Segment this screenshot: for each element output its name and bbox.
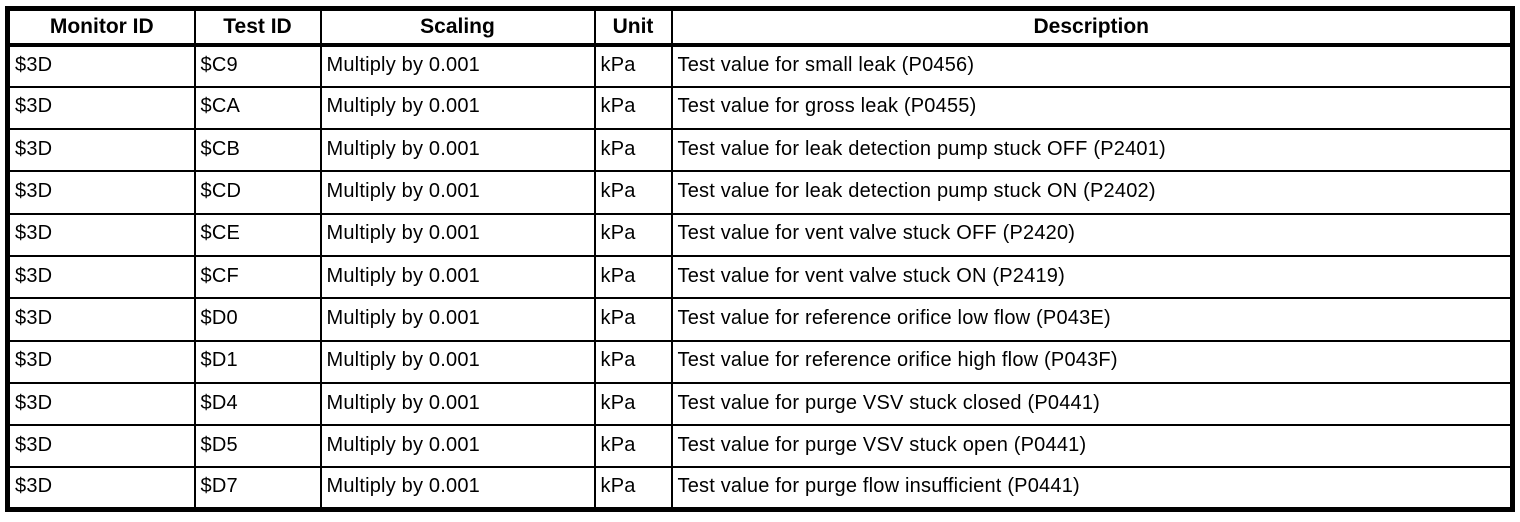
cell-unit: kPa bbox=[593, 339, 673, 384]
cell-monitor-id: $3D bbox=[6, 339, 196, 384]
cell-test-id: $D1 bbox=[193, 339, 322, 384]
cell-scaling: Multiply by 0.001 bbox=[319, 43, 596, 88]
table-row: $3D $D0 Multiply by 0.001 kPa Test value for… bbox=[6, 297, 1514, 342]
cell-unit: kPa bbox=[593, 43, 673, 88]
cell-scaling: Multiply by 0.001 bbox=[319, 254, 596, 300]
table-body: $3D $C9 Multiply by 0.001 kPa Test value for… bbox=[6, 43, 1514, 511]
cell-monitor-id: $3D bbox=[6, 381, 196, 427]
cell-unit: kPa bbox=[593, 466, 673, 511]
cell-description: Test value for purge flow insufficient (… bbox=[670, 466, 1514, 511]
cell-monitor-id: $3D bbox=[6, 85, 196, 131]
cell-description: Test value for leak detection pump stuck… bbox=[670, 170, 1514, 215]
cell-scaling: Multiply by 0.001 bbox=[319, 424, 596, 469]
cell-scaling: Multiply by 0.001 bbox=[319, 466, 596, 511]
table-row: $3D $CA Multiply by 0.001 kPa Test value for… bbox=[6, 85, 1514, 131]
col-header-test-id: Test ID bbox=[193, 7, 322, 47]
cell-description: Test value for gross leak (P0455) bbox=[670, 85, 1514, 131]
table-row: $3D $D7 Multiply by 0.001 kPa Test value for… bbox=[6, 466, 1514, 511]
col-header-description: Description bbox=[670, 7, 1514, 47]
cell-scaling: Multiply by 0.001 bbox=[319, 297, 596, 342]
cell-test-id: $D4 bbox=[193, 381, 322, 427]
cell-unit: kPa bbox=[593, 170, 673, 215]
cell-test-id: $C9 bbox=[193, 43, 322, 88]
cell-monitor-id: $3D bbox=[6, 466, 196, 511]
cell-test-id: $D5 bbox=[193, 424, 322, 469]
cell-test-id: $CD bbox=[193, 170, 322, 215]
cell-description: Test value for vent valve stuck ON (P241… bbox=[670, 254, 1514, 300]
table-row: $3D $CB Multiply by 0.001 kPa Test value for… bbox=[6, 128, 1514, 173]
cell-description: Test value for reference orifice low flo… bbox=[670, 297, 1514, 342]
cell-test-id: $D7 bbox=[193, 466, 322, 511]
cell-monitor-id: $3D bbox=[6, 43, 196, 88]
header-row: Monitor ID Test ID Scaling Unit Descript… bbox=[6, 7, 1514, 47]
table-row: $3D $D1 Multiply by 0.001 kPa Test value for… bbox=[6, 339, 1514, 384]
table-row: $3D $C9 Multiply by 0.001 kPa Test value for… bbox=[6, 43, 1514, 88]
cell-unit: kPa bbox=[593, 85, 673, 131]
col-header-unit: Unit bbox=[593, 7, 673, 47]
table-row: $3D $D5 Multiply by 0.001 kPa Test value for… bbox=[6, 424, 1514, 469]
table-row: $3D $CF Multiply by 0.001 kPa Test value for… bbox=[6, 254, 1514, 300]
cell-scaling: Multiply by 0.001 bbox=[319, 212, 596, 257]
cell-unit: kPa bbox=[593, 254, 673, 300]
monitor-test-id-table: Monitor ID Test ID Scaling Unit Descript… bbox=[5, 6, 1515, 513]
cell-description: Test value for reference orifice high fl… bbox=[670, 339, 1514, 384]
cell-description: Test value for small leak (P0456) bbox=[670, 43, 1514, 88]
cell-scaling: Multiply by 0.001 bbox=[319, 170, 596, 215]
cell-monitor-id: $3D bbox=[6, 424, 196, 469]
col-header-monitor-id: Monitor ID bbox=[6, 7, 196, 47]
cell-description: Test value for purge VSV stuck closed (P… bbox=[670, 381, 1514, 427]
cell-test-id: $D0 bbox=[193, 297, 322, 342]
cell-test-id: $CE bbox=[193, 212, 322, 257]
cell-scaling: Multiply by 0.001 bbox=[319, 339, 596, 384]
cell-scaling: Multiply by 0.001 bbox=[319, 85, 596, 131]
cell-unit: kPa bbox=[593, 381, 673, 427]
table-row: $3D $CE Multiply by 0.001 kPa Test value for… bbox=[6, 212, 1514, 257]
cell-scaling: Multiply by 0.001 bbox=[319, 128, 596, 173]
cell-description: Test value for leak detection pump stuck… bbox=[670, 128, 1514, 173]
cell-monitor-id: $3D bbox=[6, 254, 196, 300]
cell-description: Test value for purge VSV stuck open (P04… bbox=[670, 424, 1514, 469]
cell-unit: kPa bbox=[593, 212, 673, 257]
cell-monitor-id: $3D bbox=[6, 128, 196, 173]
table-row: $3D $D4 Multiply by 0.001 kPa Test value for… bbox=[6, 381, 1514, 427]
cell-monitor-id: $3D bbox=[6, 212, 196, 257]
cell-description: Test value for vent valve stuck OFF (P24… bbox=[670, 212, 1514, 257]
cell-test-id: $CF bbox=[193, 254, 322, 300]
cell-test-id: $CA bbox=[193, 85, 322, 131]
cell-unit: kPa bbox=[593, 128, 673, 173]
cell-unit: kPa bbox=[593, 424, 673, 469]
cell-unit: kPa bbox=[593, 297, 673, 342]
cell-monitor-id: $3D bbox=[6, 297, 196, 342]
table-row: $3D $CD Multiply by 0.001 kPa Test value for… bbox=[6, 170, 1514, 215]
cell-test-id: $CB bbox=[193, 128, 322, 173]
col-header-scaling: Scaling bbox=[319, 7, 596, 47]
cell-scaling: Multiply by 0.001 bbox=[319, 381, 596, 427]
cell-monitor-id: $3D bbox=[6, 170, 196, 215]
